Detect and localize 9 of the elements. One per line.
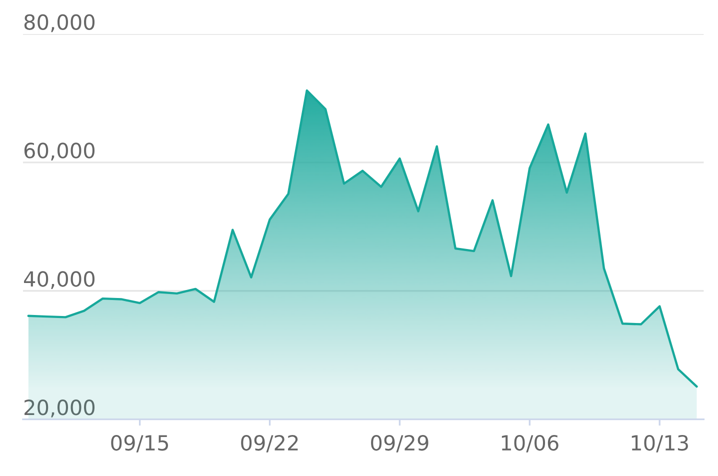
x-tick-label: 10/13 <box>632 434 688 452</box>
x-tick-label: 09/22 <box>241 434 298 452</box>
y-tick-label: 60,000 <box>24 142 95 161</box>
x-tick-label: 09/29 <box>371 434 428 452</box>
y-tick-label: 80,000 <box>24 14 95 32</box>
y-tick-label: 20,000 <box>24 400 95 418</box>
x-tick-label: 09/15 <box>111 434 168 452</box>
x-tick-label: 10/06 <box>502 434 558 452</box>
y-tick-label: 40,000 <box>24 271 95 289</box>
